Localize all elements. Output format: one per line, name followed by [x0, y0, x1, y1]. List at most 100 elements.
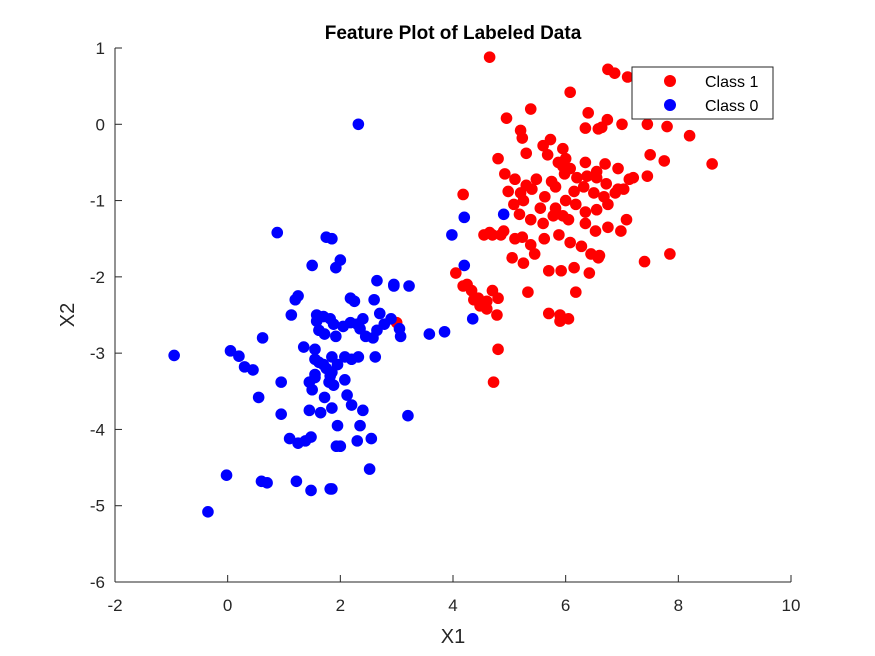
y-tick-label: 1: [96, 39, 105, 58]
data-point-class-1: [568, 261, 580, 274]
data-point-class-0: [310, 309, 323, 321]
data-point-class-0: [354, 419, 366, 432]
data-point-class-1: [524, 239, 537, 251]
data-point-class-1: [582, 107, 594, 119]
data-point-class-1: [492, 152, 504, 165]
y-tick-label: -5: [90, 497, 105, 516]
data-point-class-1: [564, 236, 576, 249]
data-point-class-0: [351, 435, 364, 447]
data-point-class-0: [373, 307, 386, 320]
data-point-class-0: [306, 259, 318, 272]
data-point-class-1: [483, 226, 496, 239]
data-point-class-1: [517, 257, 530, 269]
data-point-class-1: [491, 309, 503, 321]
points-layer: [168, 51, 718, 518]
data-point-class-1: [547, 210, 560, 222]
x-tick-label: 4: [448, 596, 457, 615]
data-point-class-1: [583, 267, 596, 279]
data-point-class-0: [497, 208, 510, 221]
data-point-class-1: [641, 118, 654, 131]
data-point-class-1: [568, 185, 580, 198]
data-point-class-1: [570, 286, 582, 298]
data-point-class-1: [450, 267, 462, 279]
data-point-class-1: [593, 249, 606, 262]
data-point-class-1: [492, 343, 504, 356]
data-point-class-1: [500, 112, 513, 124]
data-point-class-1: [608, 67, 621, 79]
data-point-class-1: [542, 307, 555, 320]
data-point-class-1: [575, 240, 588, 253]
data-point-class-0: [368, 293, 380, 306]
data-point-class-0: [320, 231, 333, 243]
data-point-class-1: [579, 156, 592, 169]
data-point-class-0: [314, 406, 327, 419]
data-point-class-1: [516, 231, 529, 243]
data-point-class-1: [537, 217, 549, 230]
data-point-class-1: [664, 248, 676, 260]
data-point-class-0: [202, 506, 214, 518]
data-point-class-1: [615, 225, 627, 237]
data-point-class-0: [289, 293, 302, 306]
data-point-class-1: [564, 86, 576, 99]
data-point-class-0: [290, 475, 303, 488]
chart-title: Feature Plot of Labeled Data: [325, 23, 582, 44]
data-point-class-0: [275, 408, 287, 420]
data-point-class-0: [247, 364, 259, 376]
data-point-class-0: [309, 343, 321, 356]
data-point-class-0: [446, 229, 458, 241]
data-point-class-0: [327, 379, 340, 391]
data-point-class-1: [457, 188, 469, 201]
x-tick-label: 8: [674, 596, 683, 615]
data-point-class-0: [324, 483, 336, 495]
x-tick-label: 2: [336, 596, 345, 615]
data-point-class-1: [557, 142, 569, 155]
data-point-class-1: [508, 198, 520, 211]
data-point-class-0: [168, 349, 180, 362]
legend-label-class-0: Class 0: [705, 98, 758, 115]
data-point-class-0: [423, 328, 436, 340]
x-tick-label: 10: [782, 596, 801, 615]
data-point-class-1: [562, 213, 575, 226]
data-point-class-1: [530, 173, 543, 186]
data-point-class-0: [318, 328, 331, 340]
data-point-class-0: [331, 419, 344, 432]
data-point-class-1: [549, 181, 562, 193]
legend-label-class-1: Class 1: [705, 74, 758, 91]
legend-marker-class-0: [664, 99, 676, 111]
data-point-class-1: [539, 190, 551, 203]
data-point-class-1: [588, 187, 600, 199]
data-point-class-1: [570, 198, 582, 211]
data-point-class-0: [458, 259, 471, 272]
data-point-class-1: [602, 221, 614, 234]
data-point-class-0: [351, 318, 364, 330]
data-point-class-1: [555, 264, 567, 277]
y-tick-label: -6: [90, 573, 105, 592]
data-point-class-0: [438, 325, 451, 338]
data-point-class-0: [393, 322, 406, 335]
data-point-class-0: [224, 345, 237, 357]
legend-marker-class-1: [664, 75, 676, 87]
data-point-class-1: [506, 251, 518, 264]
data-point-class-1: [579, 206, 592, 218]
data-point-class-0: [369, 351, 382, 363]
data-point-class-1: [502, 185, 515, 198]
data-point-class-1: [706, 158, 718, 170]
data-point-class-0: [403, 280, 415, 292]
data-point-class-1: [579, 122, 592, 134]
data-point-class-1: [612, 162, 624, 175]
data-point-class-1: [623, 173, 636, 186]
data-point-class-1: [683, 129, 696, 142]
y-tick-label: -4: [90, 420, 105, 439]
data-point-class-1: [534, 202, 547, 214]
data-point-class-1: [577, 181, 590, 193]
data-point-class-0: [337, 320, 349, 333]
data-point-class-0: [326, 402, 338, 414]
legend: Class 1 Class 0: [631, 66, 774, 120]
y-tick-label: 0: [96, 115, 105, 134]
data-point-class-1: [481, 303, 493, 315]
data-point-class-1: [600, 177, 613, 190]
x-tick-label: -2: [107, 596, 122, 615]
data-point-class-1: [621, 71, 634, 83]
data-point-class-0: [271, 226, 284, 239]
